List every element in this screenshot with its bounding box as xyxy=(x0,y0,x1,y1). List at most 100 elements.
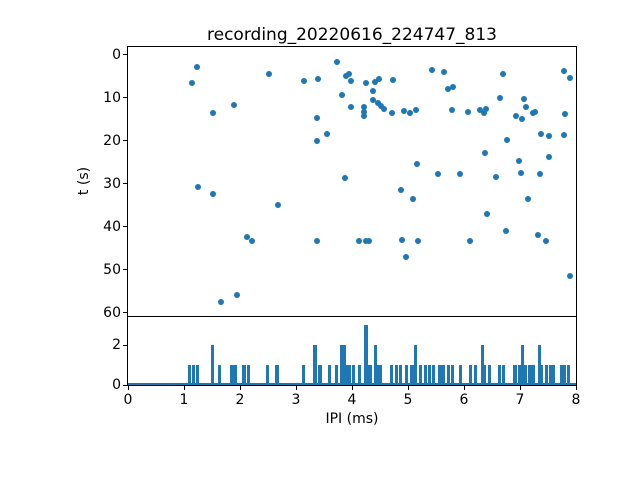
y-tick xyxy=(123,226,127,228)
x-tick-label: 6 xyxy=(459,392,469,408)
scatter-point xyxy=(188,80,195,87)
histogram-bar xyxy=(335,365,339,385)
histogram-bar xyxy=(423,365,427,385)
scatter-point xyxy=(314,114,321,121)
scatter-point xyxy=(456,171,463,178)
histogram-bar xyxy=(395,365,399,385)
y-tick-label: 20 xyxy=(103,132,121,149)
histogram-bar xyxy=(487,365,491,385)
scatter-point xyxy=(407,110,414,116)
x-tick-label: 4 xyxy=(347,392,357,408)
scatter-point xyxy=(546,132,553,139)
histogram-bar xyxy=(364,325,368,385)
chart-title: recording_20220616_224747_813 xyxy=(207,25,497,45)
histogram-bar xyxy=(191,365,196,385)
scatter-point xyxy=(363,238,369,245)
scatter-point xyxy=(503,137,510,144)
scatter-point xyxy=(389,76,396,83)
scatter-point xyxy=(248,238,255,245)
x-tick-label: 3 xyxy=(291,392,301,408)
scatter-point xyxy=(516,158,523,165)
y-tick-label: 0 xyxy=(112,47,121,63)
y-tick-label: 60 xyxy=(103,304,121,321)
histogram-bar xyxy=(523,365,527,385)
scatter-point xyxy=(561,110,568,117)
scatter-point xyxy=(209,190,216,197)
histogram-bar xyxy=(480,345,485,385)
hist-y-tick xyxy=(123,344,127,346)
histogram-bar xyxy=(474,365,478,385)
scatter-point xyxy=(560,68,567,75)
histogram-bar xyxy=(358,365,362,385)
scatter-point xyxy=(217,299,224,306)
scatter-point xyxy=(441,68,448,75)
y-tick xyxy=(123,97,127,99)
scatter-point xyxy=(210,110,217,117)
scatter-point xyxy=(525,196,532,203)
scatter-point xyxy=(496,94,503,101)
histogram-bar xyxy=(187,365,192,385)
histogram-bar xyxy=(275,365,279,385)
y-tick-label: 10 xyxy=(103,89,121,106)
scatter-point xyxy=(301,77,308,84)
scatter-point xyxy=(493,174,500,181)
histogram-bar xyxy=(513,365,517,385)
histogram-bar xyxy=(447,365,451,385)
scatter-point xyxy=(535,231,542,238)
histogram-bar xyxy=(442,365,446,385)
histogram-bar xyxy=(528,365,532,385)
histogram-bar xyxy=(327,365,332,385)
scatter-point xyxy=(413,160,420,167)
scatter-point xyxy=(413,107,420,114)
scatter-point xyxy=(339,91,346,98)
histogram-bar xyxy=(521,345,525,385)
y-tick xyxy=(123,269,127,271)
histogram-bar xyxy=(551,365,556,385)
histogram-bar xyxy=(342,345,346,385)
histogram-bar xyxy=(368,365,372,385)
scatter-point xyxy=(522,104,529,111)
histogram-bar xyxy=(537,345,542,385)
histogram-bar xyxy=(559,365,564,385)
scatter-point xyxy=(448,106,455,113)
y-tick-label: 40 xyxy=(103,218,121,235)
histogram-bar xyxy=(438,365,442,385)
histogram-bar xyxy=(242,365,246,385)
x-axis-label: IPI (ms) xyxy=(325,411,379,427)
histogram-bar xyxy=(410,365,414,385)
scatter-point xyxy=(243,233,250,240)
scatter-point xyxy=(347,104,354,111)
histogram-bar xyxy=(344,365,348,385)
histogram-bar xyxy=(540,365,544,385)
x-tick xyxy=(183,386,185,390)
histogram-bar xyxy=(548,365,552,385)
histogram-bar xyxy=(469,365,473,385)
scatter-point xyxy=(361,113,368,120)
histogram-bar xyxy=(545,365,549,385)
histogram-bar xyxy=(398,365,402,385)
x-tick xyxy=(463,386,465,390)
histogram-bar xyxy=(376,365,380,385)
scatter-point xyxy=(230,101,237,108)
histogram-bar xyxy=(390,365,394,385)
histogram-bar xyxy=(414,345,418,385)
scatter-point xyxy=(561,132,568,139)
histogram-bar xyxy=(229,365,234,385)
histogram-bar xyxy=(483,365,487,385)
scatter-point xyxy=(315,76,322,83)
scatter-point xyxy=(398,187,405,194)
y-axis-label: t (s) xyxy=(76,166,92,196)
histogram-bar xyxy=(428,365,432,385)
scatter-point xyxy=(324,131,331,138)
scatter-point xyxy=(410,195,417,202)
scatter-point xyxy=(518,116,525,123)
scatter-point xyxy=(342,73,349,80)
histogram-bar xyxy=(210,345,215,385)
scatter-point xyxy=(370,97,377,104)
scatter-point xyxy=(363,80,369,87)
hist-y-tick-label: 2 xyxy=(112,337,121,354)
scatter-point xyxy=(467,238,474,245)
x-tick-label: 8 xyxy=(571,392,581,408)
scatter-point xyxy=(445,85,452,92)
